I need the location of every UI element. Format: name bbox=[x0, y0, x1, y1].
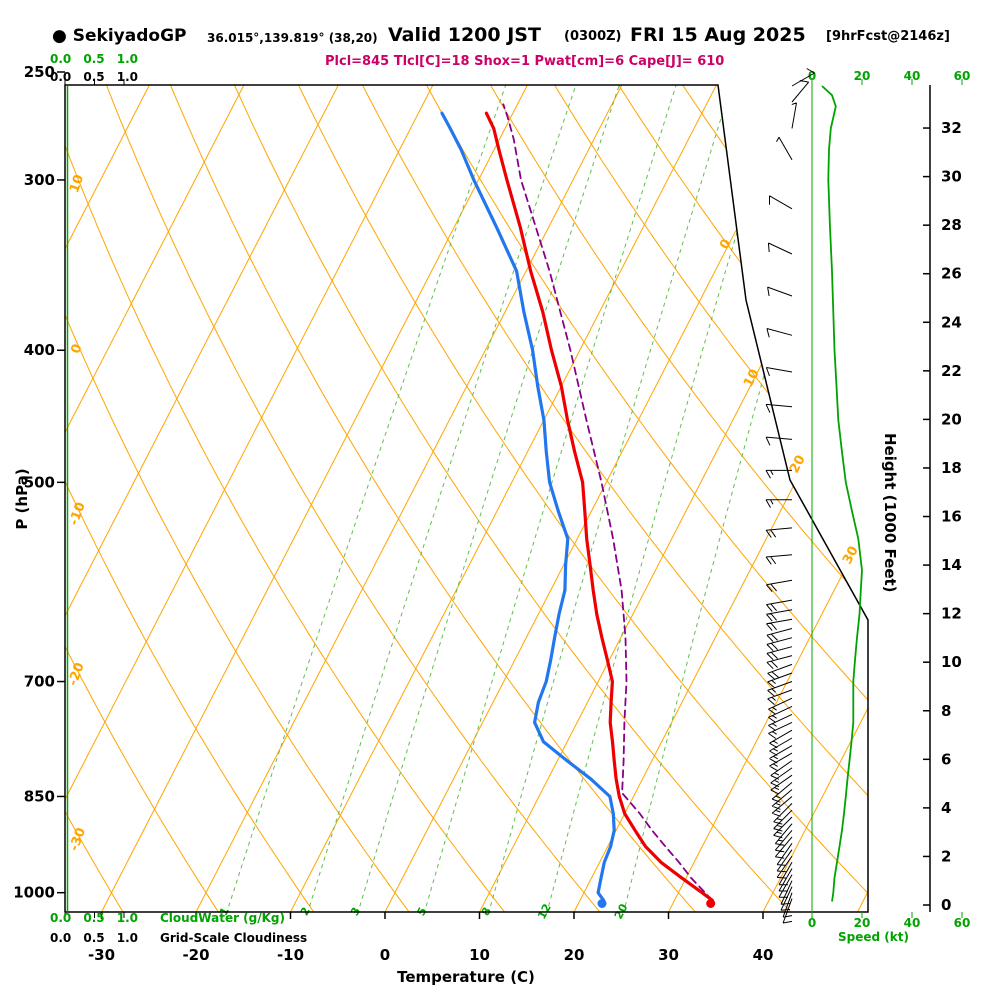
isotherm-label: 20 bbox=[787, 453, 809, 476]
pressure-tick-label: 1000 bbox=[13, 884, 55, 902]
height-tick-label: 24 bbox=[941, 313, 962, 331]
speed-axis-label: Speed (kt) bbox=[838, 930, 909, 944]
height-tick-label: 20 bbox=[941, 410, 962, 428]
speed-tick-label: 40 bbox=[904, 916, 921, 930]
scale-tick-label: 1.0 bbox=[116, 911, 138, 925]
dry-adiabat-label: 0 bbox=[68, 342, 85, 356]
temperature-tick-label: 40 bbox=[753, 946, 774, 964]
surface-dewpoint-dot bbox=[597, 899, 607, 909]
scale-tick-label: 0.5 bbox=[83, 931, 105, 945]
height-tick-label: 32 bbox=[941, 119, 962, 137]
valid-time: Valid 1200 JST bbox=[388, 24, 541, 46]
scale-tick-label: 0.0 bbox=[50, 931, 72, 945]
parcel-curve bbox=[502, 103, 714, 902]
dewpoint-curve bbox=[440, 111, 616, 902]
height-tick-label: 0 bbox=[941, 896, 951, 914]
valid-date: FRI 15 Aug 2025 bbox=[630, 24, 806, 46]
temperature-tick-label: -10 bbox=[277, 946, 304, 964]
temperature-tick-label: -30 bbox=[88, 946, 115, 964]
height-tick-label: 12 bbox=[941, 605, 962, 623]
scale-tick-label: 0.5 bbox=[83, 52, 105, 66]
speed-tick-label: 60 bbox=[954, 69, 971, 83]
speed-tick-label: 0 bbox=[808, 69, 816, 83]
height-tick-label: 18 bbox=[941, 459, 962, 477]
station-name: SekiyadoGP bbox=[72, 26, 187, 46]
cloudwater-axis-label: CloudWater (g/Kg) bbox=[160, 911, 286, 925]
dry-adiabat-label: 10 bbox=[67, 173, 87, 195]
height-tick-label: 8 bbox=[941, 702, 951, 720]
scale-tick-label: 0.0 bbox=[50, 70, 72, 84]
height-tick-label: 30 bbox=[941, 168, 962, 186]
height-tick-label: 14 bbox=[941, 556, 962, 574]
valid-time-z: (0300Z) bbox=[564, 29, 622, 44]
pressure-tick-label: 400 bbox=[24, 341, 55, 359]
skewt-grid bbox=[65, 85, 868, 912]
pressure-axis-label: P (hPa) bbox=[13, 468, 31, 530]
surface-temp-dot bbox=[706, 899, 716, 909]
temperature-axis-label: Temperature (C) bbox=[397, 968, 535, 986]
pressure-tick-label: 250 bbox=[24, 63, 55, 81]
temperature-curve bbox=[484, 111, 714, 902]
cloudiness-axis-label: Grid-Scale Cloudiness bbox=[160, 931, 308, 945]
height-tick-label: 10 bbox=[941, 653, 962, 671]
isotherm-lines bbox=[65, 85, 868, 912]
scale-tick-label: 0.0 bbox=[50, 911, 72, 925]
pressure-tick-label: 700 bbox=[24, 673, 55, 691]
temperature-tick-label: 10 bbox=[469, 946, 490, 964]
wind-barbs bbox=[765, 68, 815, 924]
height-axis-label: Height (1000 Feet) bbox=[881, 433, 899, 593]
mixing-ratio-lines bbox=[223, 85, 850, 912]
height-tick-label: 22 bbox=[941, 362, 962, 380]
scale-tick-label: 1.0 bbox=[116, 70, 138, 84]
scale-tick-label: 0.5 bbox=[83, 911, 105, 925]
temperature-tick-label: -20 bbox=[182, 946, 209, 964]
temperature-tick-label: 30 bbox=[658, 946, 679, 964]
height-tick-label: 16 bbox=[941, 508, 962, 526]
height-tick-label: 2 bbox=[941, 847, 951, 865]
station-coords: 36.015°,139.819° (38,20) bbox=[207, 31, 378, 45]
height-tick-label: 26 bbox=[941, 265, 962, 283]
speed-tick-label: 20 bbox=[854, 69, 871, 83]
height-tick-label: 6 bbox=[941, 750, 951, 768]
forecast-info: [9hrFcst@2146z] bbox=[826, 29, 950, 44]
speed-tick-label: 40 bbox=[904, 69, 921, 83]
station-title: ● SekiyadoGP bbox=[52, 26, 187, 46]
cloudiness-scale-bottom: 0.0 0.5 1.0 bbox=[50, 931, 138, 945]
height-tick-label: 28 bbox=[941, 216, 962, 234]
pressure-tick-label: 850 bbox=[24, 787, 55, 805]
cloudiness-scale-top: 0.0 0.5 1.0 bbox=[50, 70, 138, 84]
station-bullet-icon: ● bbox=[52, 26, 67, 46]
scale-tick-label: 0.0 bbox=[50, 52, 72, 66]
scale-tick-label: 1.0 bbox=[116, 52, 138, 66]
cloudwater-scale-top: 0.0 0.5 1.0 bbox=[50, 52, 138, 66]
cloudwater-scale-bottom: 0.0 0.5 1.0 bbox=[50, 911, 138, 925]
plot-border bbox=[64, 84, 869, 913]
scale-tick-label: 0.5 bbox=[83, 70, 105, 84]
speed-tick-label: 60 bbox=[954, 916, 971, 930]
wind-speed-curve bbox=[821, 85, 863, 902]
pressure-tick-label: 500 bbox=[24, 473, 55, 491]
pressure-tick-label: 300 bbox=[24, 171, 55, 189]
speed-tick-label: 0 bbox=[808, 916, 816, 930]
temperature-tick-label: 20 bbox=[564, 946, 585, 964]
temperature-tick-label: 0 bbox=[380, 946, 390, 964]
height-tick-label: 4 bbox=[941, 799, 951, 817]
isotherm-label: 10 bbox=[741, 367, 763, 390]
sounding-indices: Plcl=845 Tlcl[C]=18 Shox=1 Pwat[cm]=6 Ca… bbox=[325, 54, 725, 69]
dry-adiabat-lines bbox=[65, 85, 868, 912]
scale-tick-label: 1.0 bbox=[116, 931, 138, 945]
speed-tick-label: 20 bbox=[854, 916, 871, 930]
